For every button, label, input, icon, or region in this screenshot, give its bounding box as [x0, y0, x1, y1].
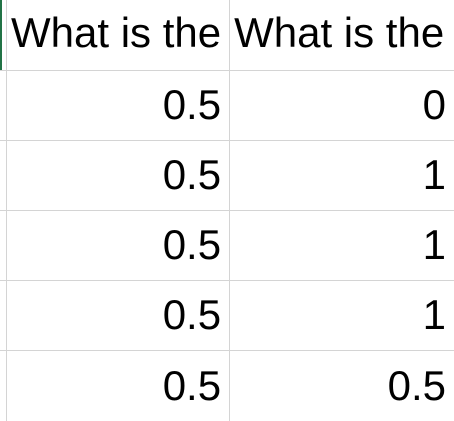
cell-grid: What is the What is the 0.5 0 0.5 1 0.5 … — [7, 0, 454, 421]
table-row: 0.5 0 — [7, 70, 454, 141]
row-divider — [0, 350, 7, 351]
header-cell-a[interactable]: What is the — [7, 0, 231, 71]
table-row: 0.5 1 — [7, 140, 454, 211]
cell-a5[interactable]: 0.5 — [7, 280, 231, 351]
cell-b4[interactable]: 1 — [229, 210, 454, 281]
table-row: 0.5 0.5 — [7, 350, 454, 421]
frozen-pane-accent — [0, 0, 2, 70]
table-row: 0.5 1 — [7, 280, 454, 351]
cell-a2[interactable]: 0.5 — [7, 70, 231, 141]
row-divider — [0, 70, 7, 71]
row-divider — [0, 280, 7, 281]
cell-b5[interactable]: 1 — [229, 280, 454, 351]
cell-b6[interactable]: 0.5 — [387, 361, 446, 409]
header-row: What is the What is the — [7, 0, 454, 71]
cell-a3[interactable]: 0.5 — [7, 140, 231, 211]
cell-b2[interactable]: 0 — [229, 70, 454, 141]
cell-a6[interactable]: 0.5 — [7, 350, 231, 421]
table-row: 0.5 1 — [7, 210, 454, 281]
cell-b3[interactable]: 1 — [229, 140, 454, 211]
row-divider — [0, 140, 7, 141]
row-divider — [0, 210, 7, 211]
row-header-strip — [0, 0, 7, 421]
cell-a4[interactable]: 0.5 — [7, 210, 231, 281]
header-cell-b[interactable]: What is the — [229, 0, 454, 71]
